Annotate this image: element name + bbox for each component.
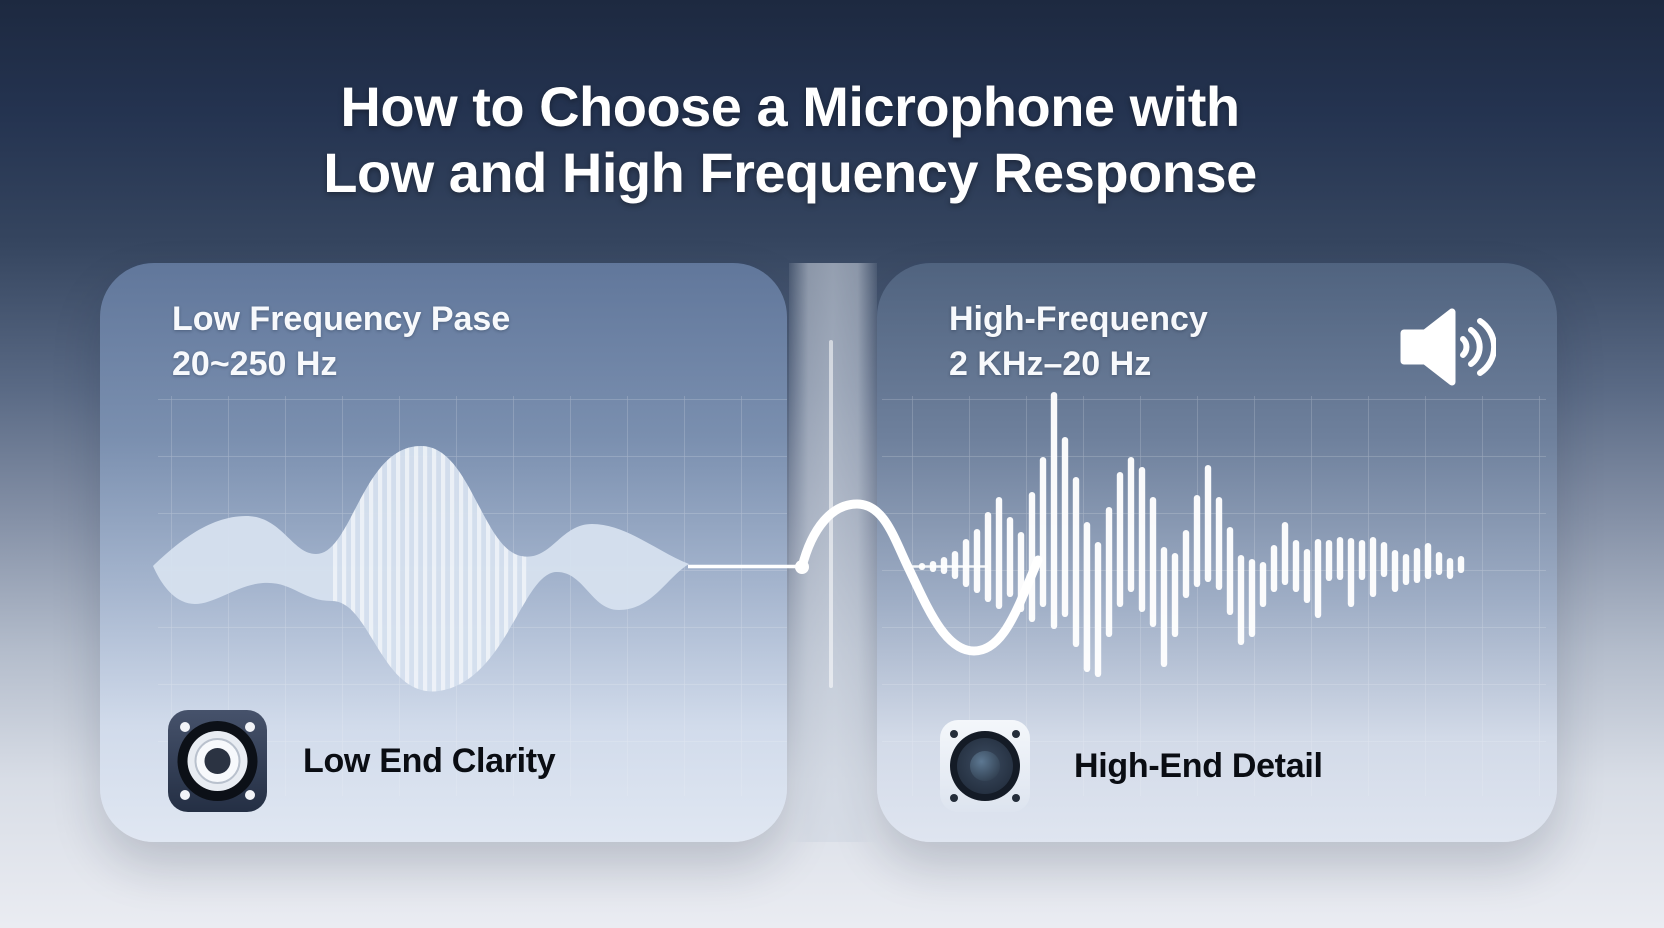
- frequency-bar: [1380, 542, 1388, 577]
- speaker-dust-cap: [204, 748, 231, 774]
- screw: [950, 794, 958, 802]
- screw: [950, 730, 958, 738]
- frequency-bar: [984, 512, 992, 602]
- frequency-bar: [1413, 548, 1421, 583]
- connector-dot: [795, 560, 809, 574]
- frequency-bar: [1424, 543, 1432, 579]
- tweeter-speaker-icon: [940, 720, 1030, 812]
- frequency-bar: [940, 557, 948, 574]
- frequency-bar: [973, 529, 981, 593]
- frequency-bar: [1149, 497, 1157, 627]
- woofer-speaker-icon: [168, 710, 267, 812]
- screw: [1012, 794, 1020, 802]
- low-frequency-wave: [153, 446, 689, 692]
- frequency-bar: [1391, 550, 1399, 592]
- frequency-bar: [1138, 467, 1146, 612]
- frequency-bar: [929, 561, 937, 572]
- screw: [180, 790, 190, 800]
- frequency-bar: [1446, 558, 1454, 579]
- frequency-bar: [1457, 556, 1465, 573]
- frequency-bar: [1171, 553, 1179, 637]
- volume-icon: [1400, 308, 1496, 386]
- page-title: How to Choose a Microphone with Low and …: [0, 74, 1580, 206]
- frequency-bar: [995, 497, 1003, 609]
- low-frequency-range: 20~250 Hz: [172, 345, 338, 383]
- title-line-2: Low and High Frequency Response: [323, 141, 1257, 204]
- screw: [245, 722, 255, 732]
- frequency-bar: [1281, 522, 1289, 585]
- high-frequency-range: 2 KHz–20 Hz: [949, 345, 1152, 383]
- frequency-bar: [1347, 538, 1355, 607]
- frequency-bar: [1435, 552, 1443, 575]
- low-end-footer: Low End Clarity: [168, 708, 556, 814]
- sound-wave-arc-2: [1468, 327, 1483, 367]
- low-frequency-heading: Low Frequency Pase 20~250 Hz: [172, 297, 510, 387]
- frequency-bar: [962, 539, 970, 587]
- screw: [1012, 730, 1020, 738]
- frequency-bar: [1325, 540, 1333, 581]
- frequency-bar: [1314, 539, 1322, 618]
- high-end-footer: High-End Detail: [940, 719, 1323, 813]
- frequency-bar: [1204, 465, 1212, 582]
- frequency-bar: [1160, 547, 1168, 667]
- frequency-bar: [1006, 517, 1014, 597]
- frequency-bar: [1215, 497, 1223, 590]
- speaker-dome: [970, 751, 1000, 781]
- frequency-bar: [1105, 507, 1113, 637]
- sound-wave-arc-3: [1477, 318, 1496, 376]
- frequency-bar: [1248, 559, 1256, 637]
- frequency-bar: [1039, 457, 1047, 607]
- frequency-bar: [1303, 549, 1311, 603]
- frequency-bar: [1358, 540, 1366, 580]
- frequency-bar: [1402, 554, 1410, 585]
- high-end-label: High-End Detail: [1074, 746, 1323, 785]
- frequency-bar: [1072, 477, 1080, 647]
- high-frequency-heading-line: High-Frequency: [949, 300, 1208, 338]
- title-line-1: How to Choose a Microphone with: [340, 75, 1240, 138]
- screw: [245, 790, 255, 800]
- frequency-bar: [1061, 437, 1069, 617]
- frequency-bar: [1127, 457, 1135, 592]
- sound-wave-arc-1: [1460, 336, 1470, 358]
- low-end-label: Low End Clarity: [303, 741, 556, 780]
- frequency-bar: [1028, 492, 1036, 622]
- frequency-bar: [1193, 495, 1201, 587]
- frequency-bar: [1292, 540, 1300, 592]
- frequency-bar: [1259, 562, 1267, 607]
- frequency-bar: [1270, 545, 1278, 592]
- frequency-bar: [918, 563, 926, 570]
- frequency-bar: [1336, 537, 1344, 580]
- frequency-bar: [1083, 522, 1091, 672]
- volume-horn: [1400, 308, 1456, 386]
- frequency-bar: [951, 551, 959, 579]
- frequency-bar: [1226, 527, 1234, 615]
- frequency-bar: [1237, 555, 1245, 645]
- frequency-bar: [1116, 472, 1124, 607]
- screw: [180, 722, 190, 732]
- frequency-bar: [1182, 530, 1190, 598]
- low-frequency-heading-line: Low Frequency Pase: [172, 300, 511, 338]
- frequency-bar: [1094, 542, 1102, 677]
- frequency-bar: [1369, 537, 1377, 597]
- high-frequency-heading: High-Frequency 2 KHz–20 Hz: [949, 297, 1208, 387]
- transition-sine-wave: [797, 499, 1043, 656]
- high-frequency-bars: [918, 392, 1465, 677]
- frequency-bar: [1050, 392, 1058, 629]
